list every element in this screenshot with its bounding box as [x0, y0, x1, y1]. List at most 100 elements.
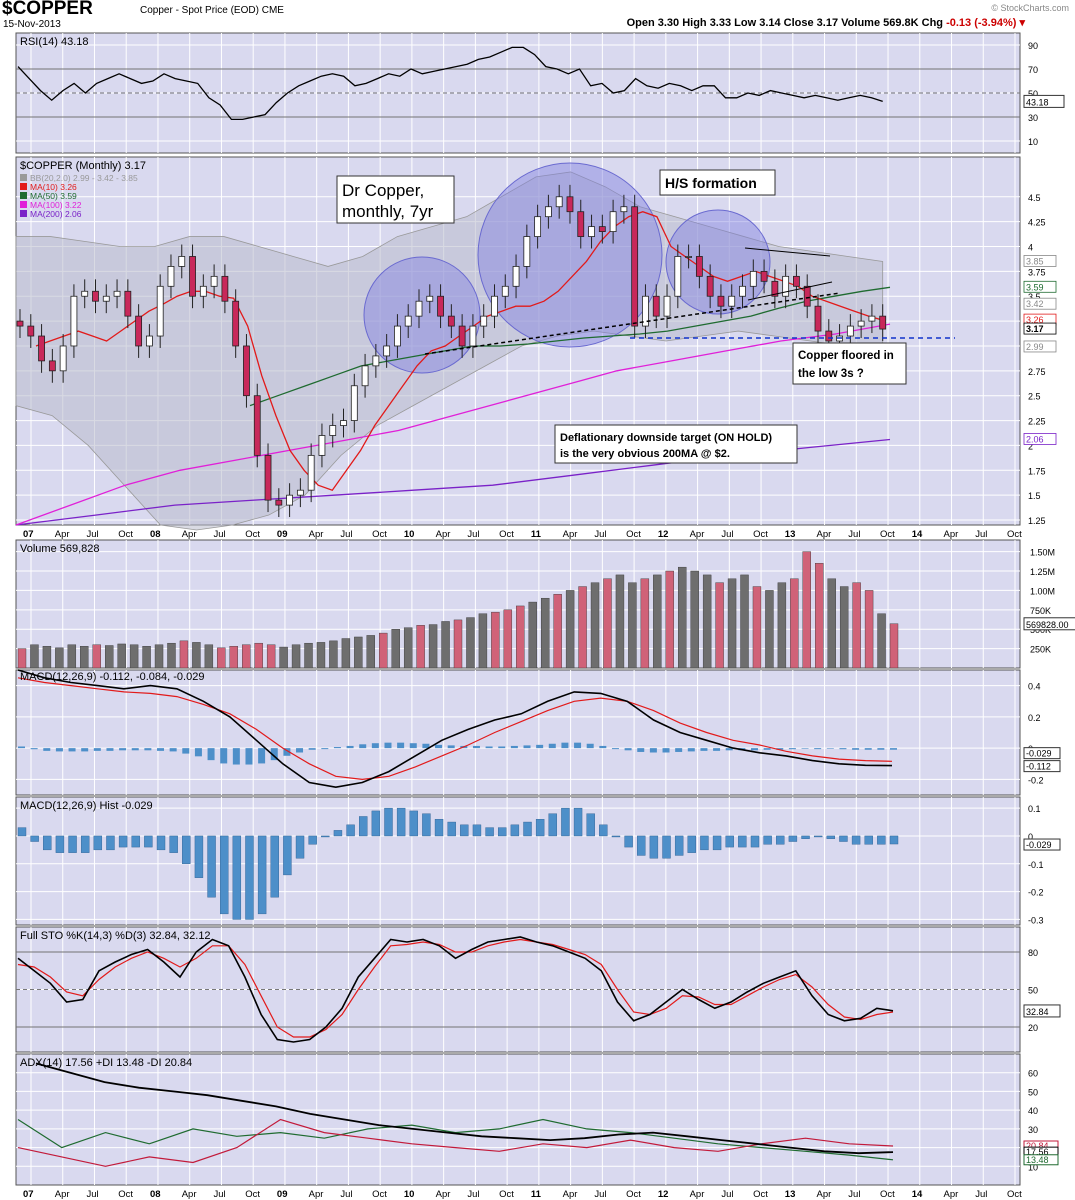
- x-axis-label: Oct: [880, 1189, 895, 1200]
- x-axis-label: Jul: [848, 529, 860, 540]
- macd-hist-bar: [43, 835, 52, 851]
- macd-hist-bar: [776, 835, 785, 845]
- candle-up: [404, 315, 412, 327]
- x-axis-label: Oct: [626, 529, 641, 540]
- volume-bar: [453, 619, 463, 669]
- macd-hist-bar: [510, 745, 518, 749]
- volume-bar: [17, 648, 27, 669]
- macd-hist-bar: [333, 747, 341, 749]
- volume-bar: [727, 578, 737, 669]
- y-tick-label: 1.25: [1028, 516, 1046, 526]
- volume-bar: [777, 582, 787, 669]
- macd-hist-bar: [207, 835, 216, 898]
- candle-down: [771, 280, 779, 297]
- macd-value-label: -0.112: [1026, 762, 1051, 772]
- y-tick-label: -0.1: [1028, 860, 1044, 870]
- macd-hist-bar: [447, 821, 456, 837]
- x-axis-label: 08: [150, 1189, 161, 1200]
- y-tick-label: 1.5: [1028, 491, 1041, 501]
- adx-line: [35, 1062, 894, 1155]
- x-axis-label: Oct: [1007, 1189, 1022, 1200]
- macd-hist-bar: [182, 835, 191, 864]
- macd-hist-bar: [17, 827, 27, 837]
- macd-hist-bar: [93, 748, 101, 751]
- annotation-box: [792, 342, 907, 385]
- volume-bar: [80, 646, 89, 669]
- chart-date: 15-Nov-2013: [3, 19, 61, 30]
- candle-down: [566, 196, 574, 213]
- volume-bar: [839, 586, 849, 669]
- legend-entry: MA(200) 2.06: [30, 209, 82, 219]
- x-axis-label: 12: [658, 1189, 669, 1200]
- x-axis-label: Jul: [340, 529, 352, 540]
- candle-up: [340, 420, 347, 426]
- candle-up: [81, 290, 89, 297]
- y-tick-label: 2.75: [1028, 367, 1046, 377]
- macd-hist-bar: [321, 748, 329, 750]
- candle-down: [458, 325, 466, 347]
- y-tick-label: 70: [1028, 65, 1038, 75]
- volume-bar: [553, 594, 562, 669]
- price-marker-box: [1023, 297, 1057, 310]
- macd-hist-bar: [30, 835, 39, 842]
- macd-hist-bar: [396, 807, 406, 837]
- macd-hist-bar: [156, 835, 166, 851]
- symbol-title: $COPPER: [2, 0, 93, 19]
- adx-panel: 102030405060ADX(14) 17.56 +DI 13.48 -DI …: [15, 1053, 1059, 1186]
- macd-hist-bar: [713, 748, 721, 751]
- annotation-hs: H/S formation: [659, 169, 776, 196]
- candle-up: [329, 425, 337, 436]
- volume-bar: [740, 574, 749, 669]
- y-tick-label: 80: [1028, 948, 1038, 958]
- volume-bar: [565, 590, 575, 669]
- macd-hist-bar: [649, 748, 657, 753]
- x-axis-label: Apr: [817, 1189, 832, 1200]
- volume-bar: [55, 647, 64, 669]
- x-axis-label: Jul: [721, 1189, 733, 1200]
- macd-hist-bar: [384, 807, 393, 837]
- volume-bar: [541, 597, 550, 669]
- macd-hist-bar: [523, 745, 531, 749]
- stoch-value-label: 32.84: [1026, 1007, 1049, 1017]
- macd-hist-bar: [308, 748, 316, 750]
- volume-bar: [790, 578, 799, 669]
- macd-hist-bar: [611, 748, 619, 750]
- candle-up: [199, 285, 207, 297]
- macd-hist-value-box: [1023, 838, 1061, 851]
- price-marker-box: [1023, 340, 1057, 353]
- macd-hist-bar: [68, 748, 76, 752]
- volume-bar: [665, 570, 674, 669]
- macd-hist-bar: [194, 748, 202, 757]
- volume-bar: [752, 586, 762, 669]
- macd-hist-bar: [852, 748, 860, 750]
- trendline-lower: [747, 281, 833, 301]
- y-tick-label: 0: [1028, 832, 1033, 842]
- candle-down: [793, 275, 800, 287]
- x-axis-label: 10: [404, 529, 415, 540]
- candle-up: [642, 295, 649, 327]
- macd-hist-bar: [801, 748, 809, 749]
- x-axis-label: 11: [531, 1189, 542, 1200]
- x-axis-label: Apr: [563, 1189, 578, 1200]
- candle-up: [857, 320, 865, 327]
- x-axis-label: Oct: [118, 1189, 133, 1200]
- x-axis-label: Jul: [340, 1189, 352, 1200]
- x-axis-label: 07: [23, 529, 34, 540]
- macd-hist-bar: [68, 835, 77, 853]
- volume-bar: [279, 646, 288, 669]
- candle-up: [426, 295, 434, 302]
- x-axis-label: 12: [658, 529, 669, 540]
- x-axis-label: 09: [277, 529, 288, 540]
- volume-bar: [192, 642, 201, 669]
- candle-up: [167, 266, 175, 287]
- volume-bar: [678, 566, 687, 669]
- x-axis-label: Apr: [690, 1189, 705, 1200]
- candle-up: [609, 211, 617, 232]
- x-axis-label: Oct: [118, 529, 133, 540]
- macd-hist-bar: [283, 748, 291, 756]
- x-axis-label: Apr: [436, 529, 451, 540]
- annotation-line: is the very obvious 200MA @ $2.: [560, 448, 730, 460]
- symbol-description: Copper - Spot Price (EOD) CME: [140, 5, 284, 16]
- annotation-box: [659, 169, 776, 196]
- x-axis-label: 13: [785, 529, 796, 540]
